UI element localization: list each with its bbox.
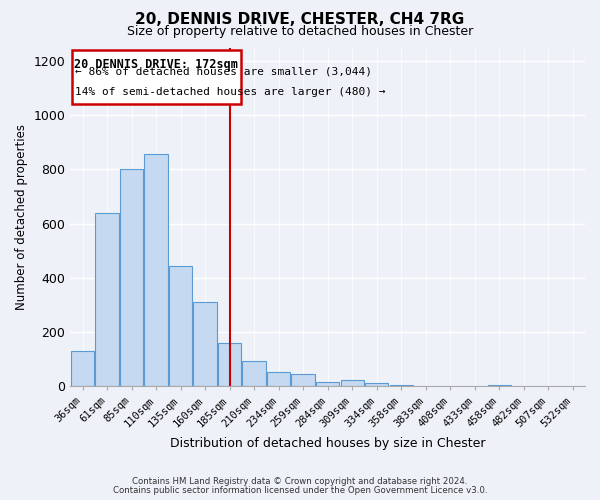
Bar xyxy=(120,170,143,386)
Text: Size of property relative to detached houses in Chester: Size of property relative to detached ho… xyxy=(127,25,473,38)
Bar xyxy=(218,344,241,386)
Bar xyxy=(292,374,315,386)
Bar xyxy=(242,361,266,386)
Bar xyxy=(341,380,364,386)
Bar xyxy=(365,384,388,386)
Bar xyxy=(145,154,168,386)
Text: 20 DENNIS DRIVE: 172sqm: 20 DENNIS DRIVE: 172sqm xyxy=(74,58,238,71)
Bar xyxy=(169,266,192,386)
Text: 14% of semi-detached houses are larger (480) →: 14% of semi-detached houses are larger (… xyxy=(75,88,386,98)
Text: Contains public sector information licensed under the Open Government Licence v3: Contains public sector information licen… xyxy=(113,486,487,495)
Bar xyxy=(193,302,217,386)
Y-axis label: Number of detached properties: Number of detached properties xyxy=(15,124,28,310)
Bar xyxy=(389,384,413,386)
X-axis label: Distribution of detached houses by size in Chester: Distribution of detached houses by size … xyxy=(170,437,485,450)
Bar xyxy=(71,351,94,386)
Bar xyxy=(71,50,241,104)
Bar xyxy=(95,212,119,386)
Text: 20, DENNIS DRIVE, CHESTER, CH4 7RG: 20, DENNIS DRIVE, CHESTER, CH4 7RG xyxy=(136,12,464,28)
Text: ← 86% of detached houses are smaller (3,044): ← 86% of detached houses are smaller (3,… xyxy=(75,67,372,77)
Bar xyxy=(488,384,511,386)
Text: Contains HM Land Registry data © Crown copyright and database right 2024.: Contains HM Land Registry data © Crown c… xyxy=(132,477,468,486)
Bar xyxy=(267,372,290,386)
Bar xyxy=(316,382,339,386)
